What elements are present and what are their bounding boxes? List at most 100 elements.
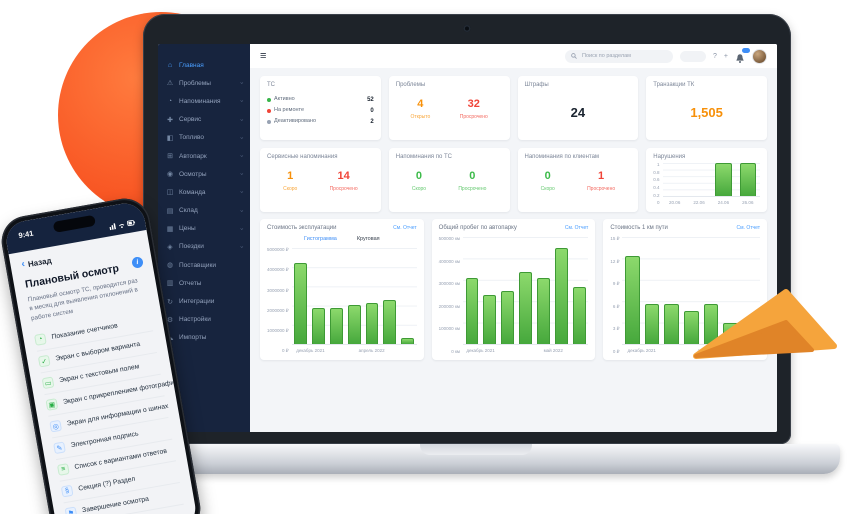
card-vehicles[interactable]: ТС Активно 52 На ремонте <box>260 76 381 140</box>
card-violations[interactable]: Нарушения 1 0.8 0.6 0.4 0.2 0 20.06 22.06 24.06 2… <box>646 148 767 212</box>
step-label: Секция (?) Раздел <box>77 476 136 493</box>
stat-value: 0 <box>544 170 551 182</box>
stat-pair: 0 Скоро 1 Просрочено <box>525 170 632 193</box>
sidebar-item-2[interactable]: ◔ Напоминания › <box>158 92 250 110</box>
fines-value: 24 <box>570 105 586 120</box>
sidebar-item-12[interactable]: ▥ Отчеты <box>158 274 250 292</box>
chevron-down-icon: › <box>238 82 244 85</box>
sidebar-item-0[interactable]: ⌂ Главная <box>158 56 250 74</box>
chart-bar <box>483 294 497 344</box>
tab-histogram[interactable]: Гистограмма <box>304 236 337 242</box>
card-fines[interactable]: Штрафы 24 <box>517 76 639 140</box>
chart-bar <box>383 299 397 344</box>
section-icon: § <box>60 485 74 498</box>
active-dot-icon <box>267 98 271 103</box>
chart-bar <box>347 304 361 344</box>
sidebar-item-11[interactable]: ◍ Поставщики <box>158 256 250 274</box>
y-tick: 0.6 <box>653 177 660 183</box>
sidebar-item-8[interactable]: ▤ Склад › <box>158 202 250 220</box>
sidebar-item-9[interactable]: ▦ Цены › <box>158 220 250 238</box>
stat-value: 1 <box>598 170 605 182</box>
sidebar-item-10[interactable]: ◈ Поездки › <box>158 238 250 256</box>
chart-bar <box>329 307 343 344</box>
user-avatar[interactable] <box>752 48 767 64</box>
add-icon[interactable]: + <box>723 52 728 60</box>
y-tick: 0 км <box>451 348 461 354</box>
sidebar-item-14[interactable]: ⚙ Настройки <box>158 311 250 329</box>
row-value: 2 <box>370 118 374 125</box>
plot-grid <box>291 248 417 345</box>
see-report-link[interactable]: См. Отчет <box>393 225 417 231</box>
stat-label: Просрочено <box>459 114 488 120</box>
chart-bar <box>664 304 679 344</box>
chart-bar <box>294 263 307 344</box>
stat-label: Просрочено <box>587 186 616 192</box>
sidebar-item-label: Склад <box>179 207 198 215</box>
chart-bar <box>683 311 699 344</box>
plot-grid <box>463 237 589 345</box>
x-axis-labels: декабрь 2021 апрель 2022 <box>292 346 417 354</box>
y-tick: 15 ₽ <box>610 236 620 241</box>
menu-icon[interactable]: ≡ <box>260 49 267 62</box>
y-tick: 4000000 ₽ <box>267 267 289 273</box>
chart-card-operating-cost[interactable]: Стоимость эксплуатации См. Отчет Гистогр… <box>260 219 424 360</box>
chevron-down-icon: › <box>238 209 244 212</box>
see-report-link[interactable]: См. Отчет <box>736 225 761 231</box>
textfield-icon: ▭ <box>41 376 55 390</box>
card-title: Напоминания по клиентам <box>524 154 600 160</box>
search-input-wrap[interactable] <box>565 49 673 63</box>
signal-wifi-battery-icons <box>109 219 136 231</box>
tab-pie[interactable]: Круговая <box>356 236 380 242</box>
card-problems[interactable]: Проблемы 4 Открыто 32 Просрочено <box>388 76 510 140</box>
sidebar-item-label: Цены <box>179 225 196 233</box>
sidebar-item-1[interactable]: ⚠ Проблемы › <box>158 74 250 92</box>
sidebar-item-6[interactable]: ◉ Осмотры › <box>158 165 250 183</box>
chevron-left-icon: ‹ <box>20 258 26 271</box>
chart-card-fleet-mileage[interactable]: Общий пробег по автопарку См. Отчет 5000… <box>431 219 596 360</box>
sidebar-item-label: Импорты <box>179 334 207 342</box>
problems-icon: ⚠ <box>166 80 174 88</box>
stat-overdue: 14 Просрочено <box>330 171 358 193</box>
help-icon[interactable]: ? <box>713 52 717 60</box>
transactions-value: 1,505 <box>690 105 723 120</box>
laptop-base-notch <box>420 444 532 455</box>
chart-header: Стоимость 1 км пути См. Отчет <box>610 225 760 231</box>
sidebar-item-5[interactable]: ⊞ Автопарк › <box>158 147 250 165</box>
phone-screen: 9:41 <box>3 200 199 514</box>
see-report-link[interactable]: См. Отчет <box>564 225 589 231</box>
card-title: ТС <box>267 82 275 88</box>
card-vehicle-reminders[interactable]: Напоминания по ТС 0 Скоро 0 Просрочено <box>388 148 510 212</box>
topbar-widget[interactable] <box>680 50 706 62</box>
sidebar-item-4[interactable]: ◧ Топливо › <box>158 129 250 147</box>
stat-soon: 1 Скоро <box>283 171 297 193</box>
search-input[interactable] <box>580 52 667 60</box>
sidebar-item-7[interactable]: ◫ Команда › <box>158 183 250 201</box>
warehouse-icon: ▤ <box>166 207 174 215</box>
notification-badge <box>742 47 750 53</box>
stat-overdue: 32 Просрочено <box>459 99 488 121</box>
prices-icon: ▦ <box>166 225 174 233</box>
stat-label: Скоро <box>411 186 427 192</box>
y-tick: 0 <box>657 200 660 206</box>
y-tick: 6 ₽ <box>612 303 620 309</box>
signature-icon: ✎ <box>53 441 66 455</box>
y-tick: 400000 км <box>438 258 461 264</box>
card-service-reminders[interactable]: Сервисные напоминания 1 Скоро 14 Просроч… <box>260 148 381 212</box>
stat-pair: 4 Открыто 32 Просрочено <box>396 99 503 121</box>
list-item: Деактивировано 2 <box>267 117 374 128</box>
chart-bar <box>501 290 515 344</box>
chart-header: Стоимость эксплуатации См. Отчет <box>267 225 417 231</box>
sidebar-item-3[interactable]: ✚ Сервис › <box>158 111 250 129</box>
notifications-bell-icon[interactable] <box>735 47 750 63</box>
card-title: Сервисные напоминания <box>267 154 338 160</box>
card-fuel-transactions[interactable]: Транзакции ТК 1,505 <box>646 76 767 140</box>
sidebar-item-13[interactable]: ↻ Интеграции <box>158 292 250 310</box>
chart-bar <box>401 338 415 344</box>
stat-open: 4 Открыто <box>410 99 430 121</box>
service-icon: ✚ <box>167 116 173 124</box>
chart-bar <box>555 247 568 344</box>
y-tick: 3 ₽ <box>612 326 620 331</box>
chart-bar <box>519 272 533 344</box>
card-client-reminders[interactable]: Напоминания по клиентам 0 Скоро 1 Просро… <box>517 148 639 212</box>
y-tick: 1 <box>657 162 660 167</box>
